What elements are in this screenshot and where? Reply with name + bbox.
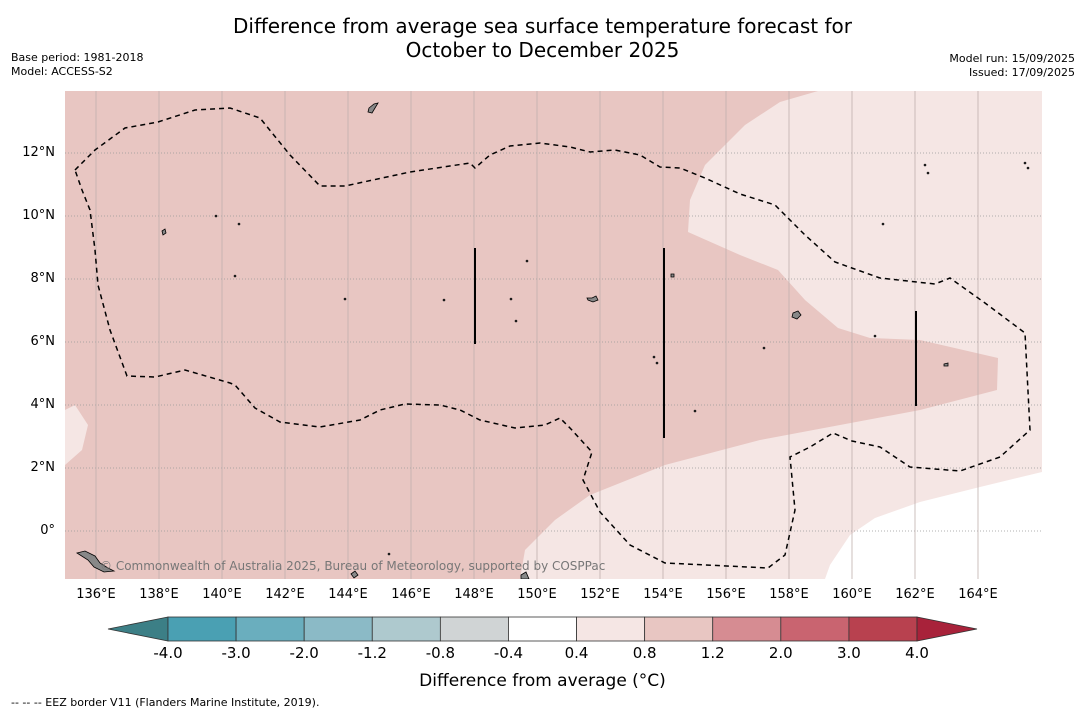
lat-label-8n: 8°N (30, 271, 56, 286)
colorbar-segment (848, 616, 918, 642)
colorbar-segment (508, 616, 577, 642)
eez-footnote: -- -- -- EEZ border V11 (Flanders Marine… (11, 696, 320, 709)
colorbar-tick-label: 0.8 (632, 644, 657, 662)
lon-label-152e: 152°E (580, 587, 620, 602)
lat-label-2n: 2°N (30, 460, 56, 475)
meta-left: Base period: 1981-2018 Model: ACCESS-S2 (11, 51, 143, 79)
lon-label-144e: 144°E (328, 587, 368, 602)
colorbar-tick-label: -0.4 (493, 644, 524, 662)
map-title: Difference from average sea surface temp… (0, 14, 1085, 62)
title-line-1: Difference from average sea surface temp… (232, 14, 852, 38)
lon-label-140e: 140°E (202, 587, 242, 602)
longitude-gridlines (95, 91, 979, 579)
colorbar-arrow-low (107, 616, 169, 642)
lon-label-136e: 136°E (76, 587, 116, 602)
lon-label-150e: 150°E (517, 587, 557, 602)
colorbar-tick-label: 3.0 (836, 644, 861, 662)
lon-label-158e: 158°E (769, 587, 809, 602)
latitude-gridlines (65, 152, 1042, 532)
anomaly-neutral-region (825, 472, 1042, 579)
eez-border (74, 107, 1031, 569)
model-name: Model: ACCESS-S2 (11, 65, 113, 78)
colorbar-segment (712, 616, 782, 642)
islands (75, 102, 1030, 579)
lon-label-160e: 160°E (832, 587, 872, 602)
colorbar-title: Difference from average (°C) (419, 671, 666, 691)
meta-right: Model run: 15/09/2025 Issued: 17/09/2025 (949, 52, 1075, 80)
colorbar-segment (371, 616, 441, 642)
colorbar-segment (303, 616, 373, 642)
lon-label-148e: 148°E (454, 587, 494, 602)
lat-label-6n: 6°N (30, 334, 56, 349)
lon-label-154e: 154°E (643, 587, 683, 602)
lon-label-164e: 164°E (958, 587, 998, 602)
model-run: Model run: 15/09/2025 (949, 52, 1075, 65)
colorbar-segment (235, 616, 305, 642)
colorbar-tick-label: 4.0 (905, 644, 929, 662)
lon-label-156e: 156°E (706, 587, 746, 602)
colorbar-segment (644, 616, 714, 642)
colorbar-arrow-high (916, 616, 978, 642)
colorbar-segment (439, 616, 509, 642)
lat-label-10n: 10°N (22, 208, 55, 223)
colorbar-segment (167, 616, 237, 642)
colorbar-tick-label: -1.2 (357, 644, 387, 662)
lat-label-0: 0° (40, 523, 55, 538)
title-line-2: October to December 2025 (405, 38, 680, 62)
map-area: © Commonwealth of Australia 2025, Bureau… (65, 91, 1042, 579)
colorbar-tick-label: -2.0 (289, 644, 319, 662)
colorbar-tick-label: 0.4 (564, 644, 589, 662)
anomaly-0.8-1.2-region (65, 91, 998, 579)
lon-label-162e: 162°E (895, 587, 935, 602)
lon-label-142e: 142°E (265, 587, 305, 602)
lon-label-138e: 138°E (139, 587, 179, 602)
colorbar-segment (780, 616, 850, 642)
lon-label-146e: 146°E (391, 587, 431, 602)
copyright-notice: © Commonwealth of Australia 2025, Bureau… (100, 559, 605, 573)
colorbar-segment (576, 616, 646, 642)
lat-label-12n: 12°N (22, 145, 55, 160)
colorbar-tick-label: -4.0 (153, 644, 183, 662)
colorbar-tick-label: 2.0 (768, 644, 793, 662)
issued-date: Issued: 17/09/2025 (968, 66, 1075, 79)
base-period: Base period: 1981-2018 (11, 51, 144, 64)
colorbar (107, 616, 978, 642)
colorbar-tick-label: -0.8 (425, 644, 455, 662)
colorbar-tick-label: 1.2 (700, 644, 725, 662)
eez-segments (474, 248, 917, 438)
colorbar-tick-label: -3.0 (221, 644, 251, 662)
lat-label-4n: 4°N (30, 397, 56, 412)
